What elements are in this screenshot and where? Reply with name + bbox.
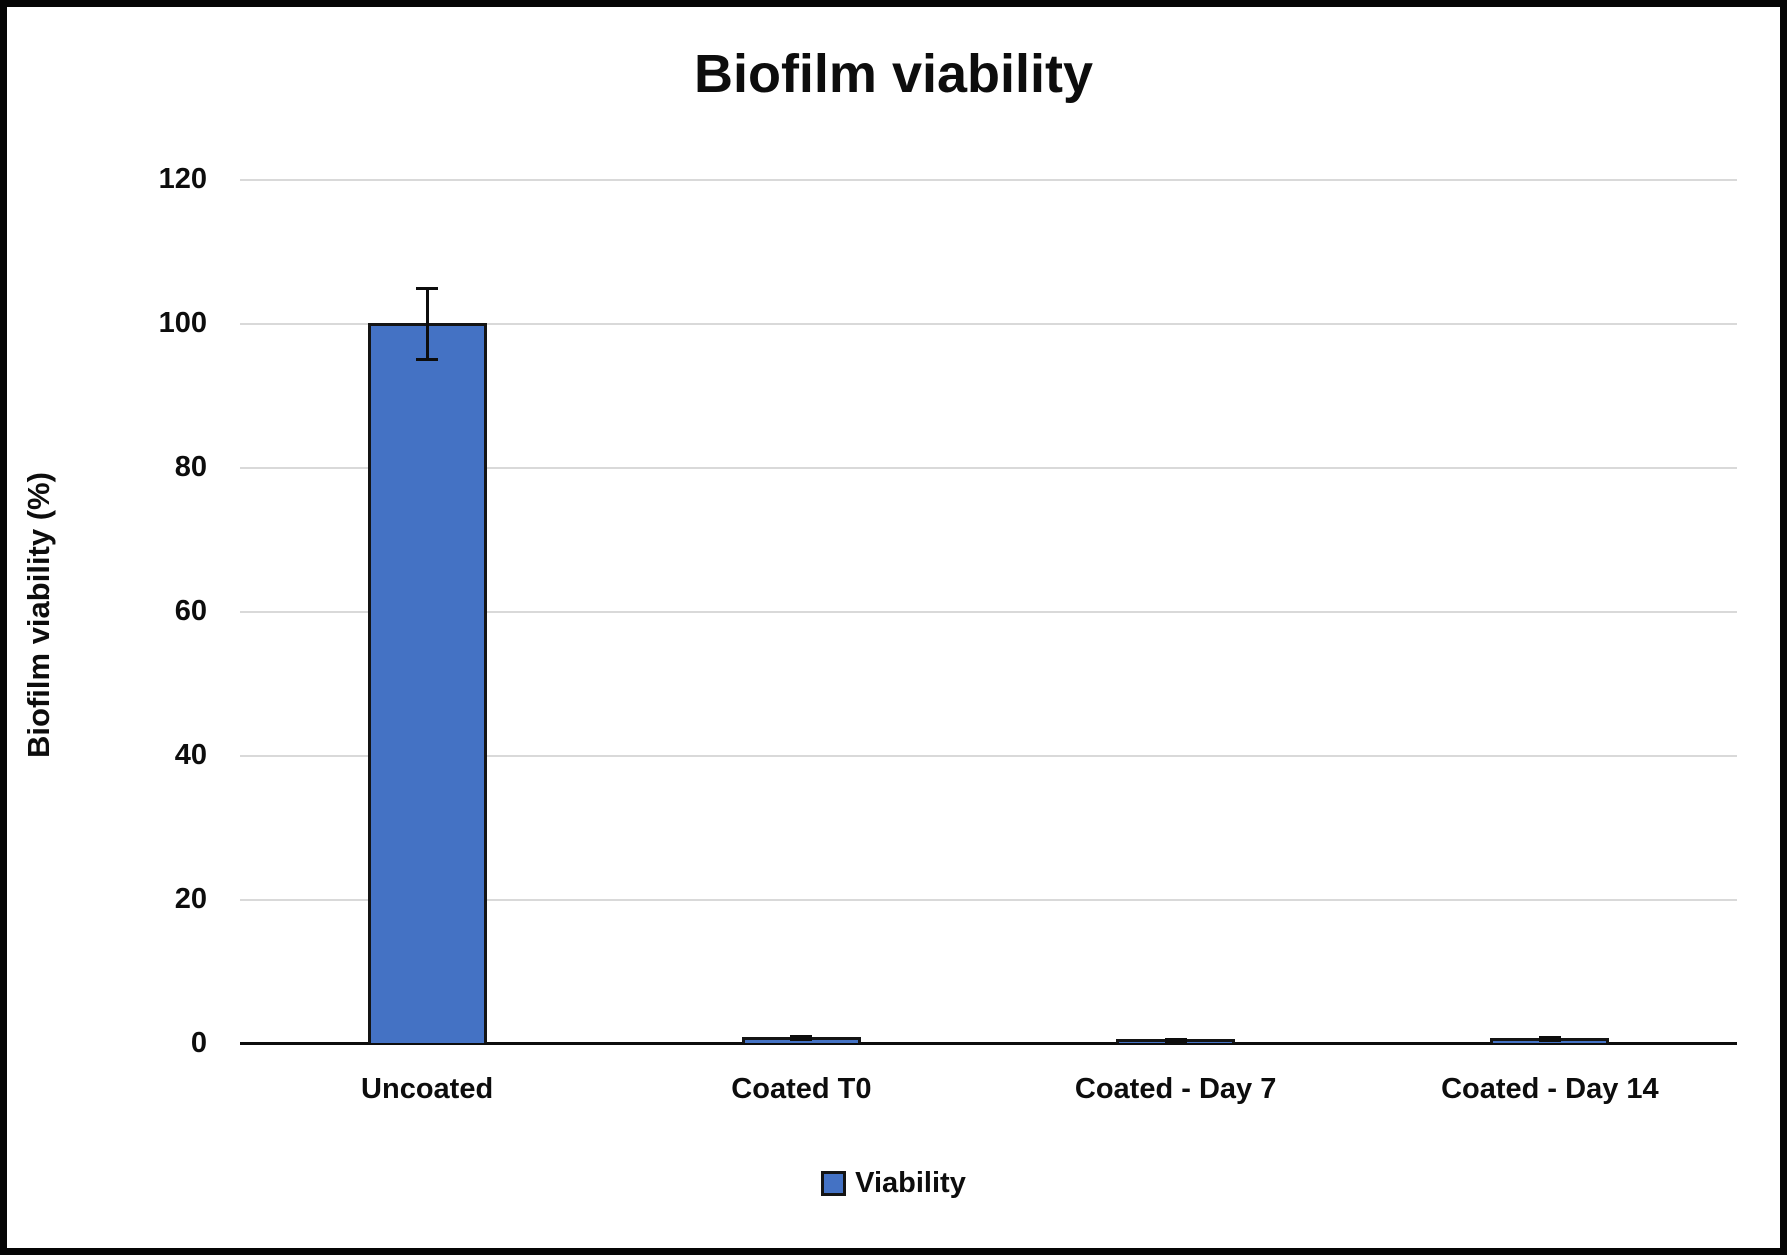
error-bar-cap xyxy=(790,1038,813,1042)
error-bar xyxy=(799,1036,803,1041)
chart-title: Biofilm viability xyxy=(693,44,1094,104)
gridline xyxy=(240,467,1737,469)
gridline xyxy=(240,323,1737,325)
x-category-label: Coated - Day 7 xyxy=(1074,1073,1277,1105)
gridline xyxy=(240,611,1737,613)
y-tick-label: 120 xyxy=(158,163,207,195)
legend: Viability xyxy=(7,1167,1780,1200)
gridline xyxy=(240,899,1737,901)
x-category-label: Coated - Day 14 xyxy=(1441,1073,1659,1105)
gridline xyxy=(240,179,1737,181)
x-axis-line xyxy=(240,1042,1737,1045)
y-tick-label: 20 xyxy=(174,883,207,915)
y-tick-label: 80 xyxy=(174,451,207,483)
error-bar-cap xyxy=(790,1035,813,1039)
error-bar xyxy=(425,288,429,360)
error-bar-cap xyxy=(1164,1037,1187,1041)
error-bar-cap xyxy=(416,358,439,361)
y-tick-label: 60 xyxy=(174,595,207,627)
error-bar-cap xyxy=(1538,1038,1561,1042)
gridline xyxy=(240,755,1737,757)
y-axis-title: Biofilm viability (%) xyxy=(21,472,56,758)
bar xyxy=(367,323,487,1043)
error-bar-cap xyxy=(1538,1036,1561,1040)
legend-marker-icon xyxy=(821,1171,847,1196)
legend-label: Viability xyxy=(855,1167,966,1199)
y-tick-label: 100 xyxy=(158,307,207,339)
error-bar-cap xyxy=(1164,1039,1187,1043)
error-bar-cap xyxy=(416,287,439,290)
y-tick-label: 0 xyxy=(190,1027,207,1059)
x-category-label: Uncoated xyxy=(361,1073,494,1105)
x-category-label: Coated T0 xyxy=(731,1073,872,1105)
y-tick-label: 40 xyxy=(174,739,207,771)
